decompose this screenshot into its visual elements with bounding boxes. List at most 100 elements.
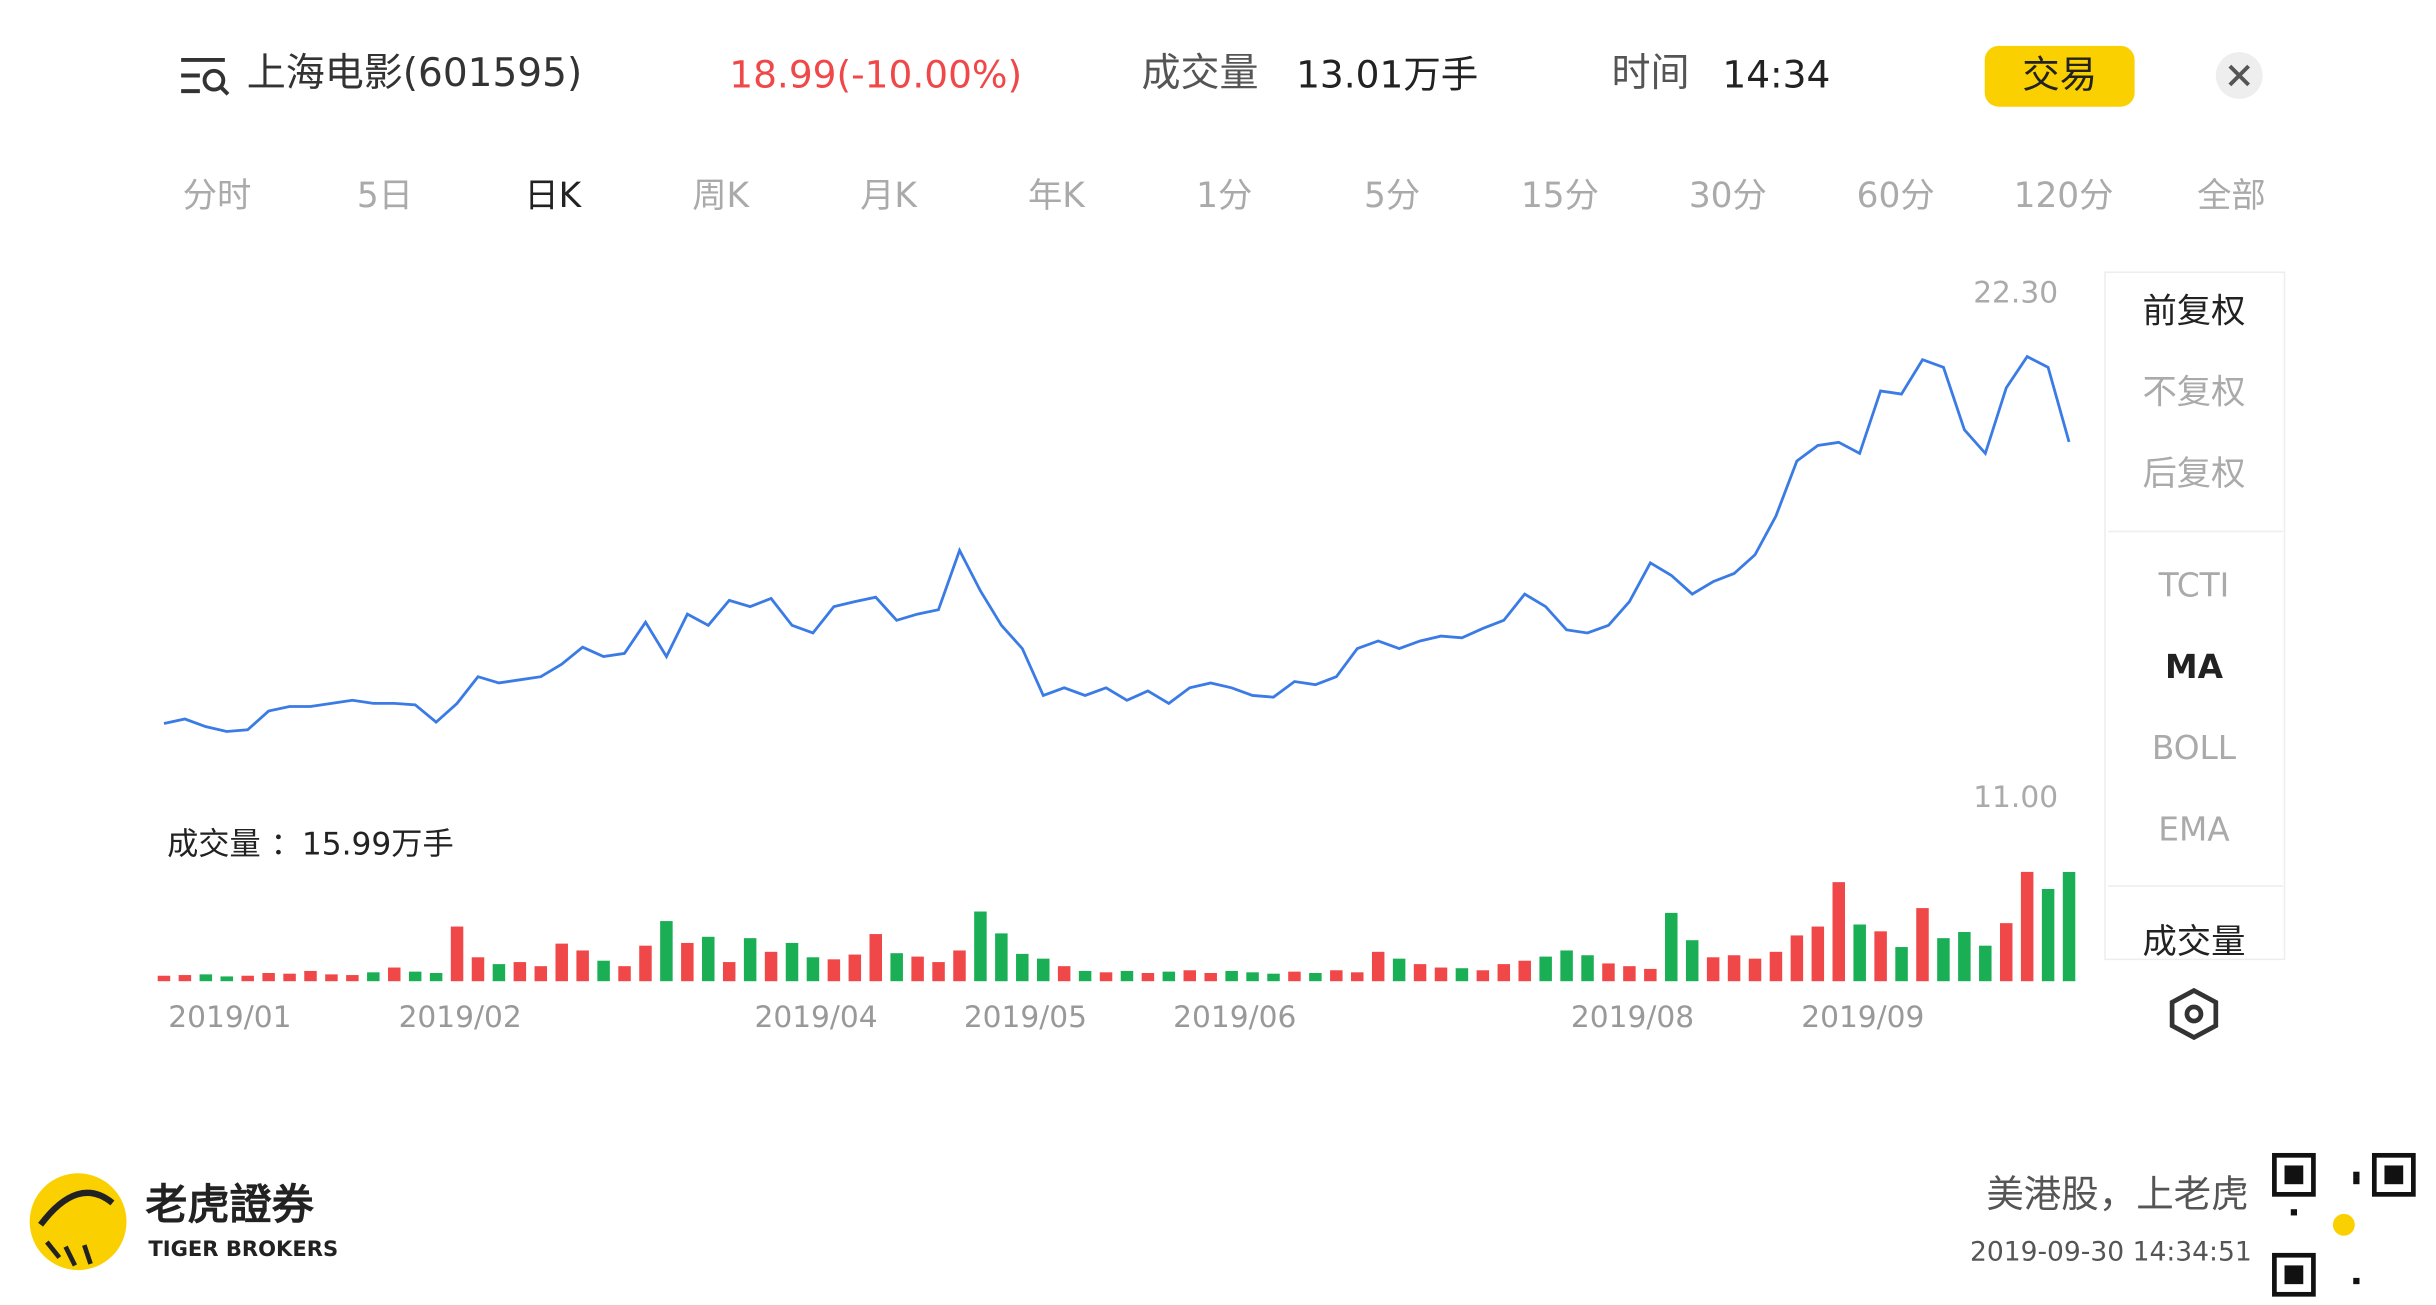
volume-bar [1895,947,1908,982]
period-tab[interactable]: 月K [860,176,918,216]
volume-bar [722,962,736,982]
volume-bar [1455,968,1469,982]
volume-bar [1036,958,1050,982]
volume-bar [1665,912,1678,982]
x-tick-label: 2019/04 [754,999,877,1034]
indicator-option[interactable]: TCTI [2158,567,2230,605]
volume-bar [1518,960,1531,982]
volume-bar [199,974,213,982]
volume-bar [1392,958,1406,982]
volume-bar [1246,972,1259,982]
volume-bar [1937,938,1950,982]
period-tab[interactable]: 分时 [183,176,252,216]
side-panel [2104,271,2286,961]
period-tab[interactable]: 日K [524,176,582,216]
volume-bar [1141,973,1155,982]
volume-option[interactable]: 成交量 [2142,922,2245,962]
volume-bar [869,934,882,982]
volume-bar [806,957,820,982]
period-tab[interactable]: 年K [1028,176,1086,216]
volume-bar [1916,908,1929,982]
trade-button[interactable] [1984,45,2135,107]
x-tick-label: 2019/06 [1173,999,1296,1034]
adjust-option[interactable]: 前复权 [2142,291,2245,331]
volume-bar [534,966,548,982]
period-tab[interactable]: 1分 [1196,176,1252,216]
volume-bar [1644,968,1657,982]
volume-bar [367,972,380,982]
period-tab[interactable]: 60分 [1857,176,1935,216]
stock-name: 上海电影(601595) [247,51,582,96]
close-button[interactable] [2215,52,2263,99]
volume-bar [1958,932,1971,982]
volume-bar [1413,964,1427,982]
volume-bar [1330,970,1343,982]
volume-value: 13.01万手 [1296,53,1478,97]
volume-bar [1560,950,1573,982]
period-tab[interactable]: 周K [692,176,750,216]
volume-bar [429,973,443,982]
indicator-option[interactable]: EMA [2158,810,2230,848]
volume-bar [1288,971,1301,982]
indicator-option[interactable]: BOLL [2152,729,2237,767]
volume-bar [1539,956,1552,982]
volume-bar [1434,967,1448,982]
qr-module [2353,1171,2360,1178]
qr-finder [2284,1165,2304,1185]
time-value: 14:34 [1722,53,1830,97]
volume-bar [304,970,317,982]
volume-bar [1727,955,1741,982]
volume-bar [1979,945,1992,982]
volume-bar [1099,972,1113,982]
x-tick-label: 2019/08 [1571,999,1694,1034]
volume-bar [743,938,757,982]
volume-bar [1811,926,1825,982]
x-tick-label: 2019/02 [399,999,522,1034]
volume-bar [1497,964,1511,982]
adjust-option[interactable]: 不复权 [2142,373,2245,413]
qr-finder [2384,1165,2404,1185]
menu-icon[interactable] [181,57,230,96]
volume-bar [262,973,275,982]
period-tab[interactable]: 5分 [1364,176,1420,216]
brand-en: TIGER BROKERS [148,1236,338,1261]
volume-bar [1078,970,1092,982]
volume-bar [1748,958,1762,982]
adjust-option[interactable]: 后复权 [2142,454,2245,494]
volume-bar [1016,953,1029,982]
volume-bar [974,911,987,982]
y-tick-label: 22.30 [1973,275,2058,310]
period-tab[interactable]: 全部 [2197,176,2266,216]
volume-bar [1999,923,2013,982]
tiger-logo [29,1173,127,1271]
volume-bar [283,973,296,982]
period-tab[interactable]: 5日 [357,176,413,216]
volume-bar [555,943,568,982]
indicator-option[interactable]: MA [2165,648,2224,686]
settings-icon[interactable] [2169,987,2219,1041]
volume-bar [387,967,401,982]
trade-button-label[interactable]: 交易 [2022,53,2097,97]
volume-bar [995,933,1008,982]
volume-bar [2062,871,2076,982]
volume-bar [346,975,359,982]
volume-bar [1162,971,1176,982]
x-tick-label: 2019/01 [168,999,291,1034]
volume-bar [513,962,527,982]
qr-finder [2371,1152,2416,1197]
period-tab[interactable]: 30分 [1689,176,1767,216]
brand-name: 老虎證券 [145,1180,314,1229]
volume-bar [2041,888,2055,982]
qr-logo [2329,1210,2358,1239]
volume-bar [1832,882,1846,982]
period-tab[interactable]: 15分 [1521,176,1599,216]
period-tab[interactable]: 120分 [2014,176,2114,216]
volume-bar [1581,955,1594,982]
volume-bar [1371,951,1385,982]
volume-bar [1602,963,1615,982]
volume-bar [2020,871,2034,982]
volume-bar [890,953,903,982]
x-tick-label: 2019/05 [964,999,1087,1034]
